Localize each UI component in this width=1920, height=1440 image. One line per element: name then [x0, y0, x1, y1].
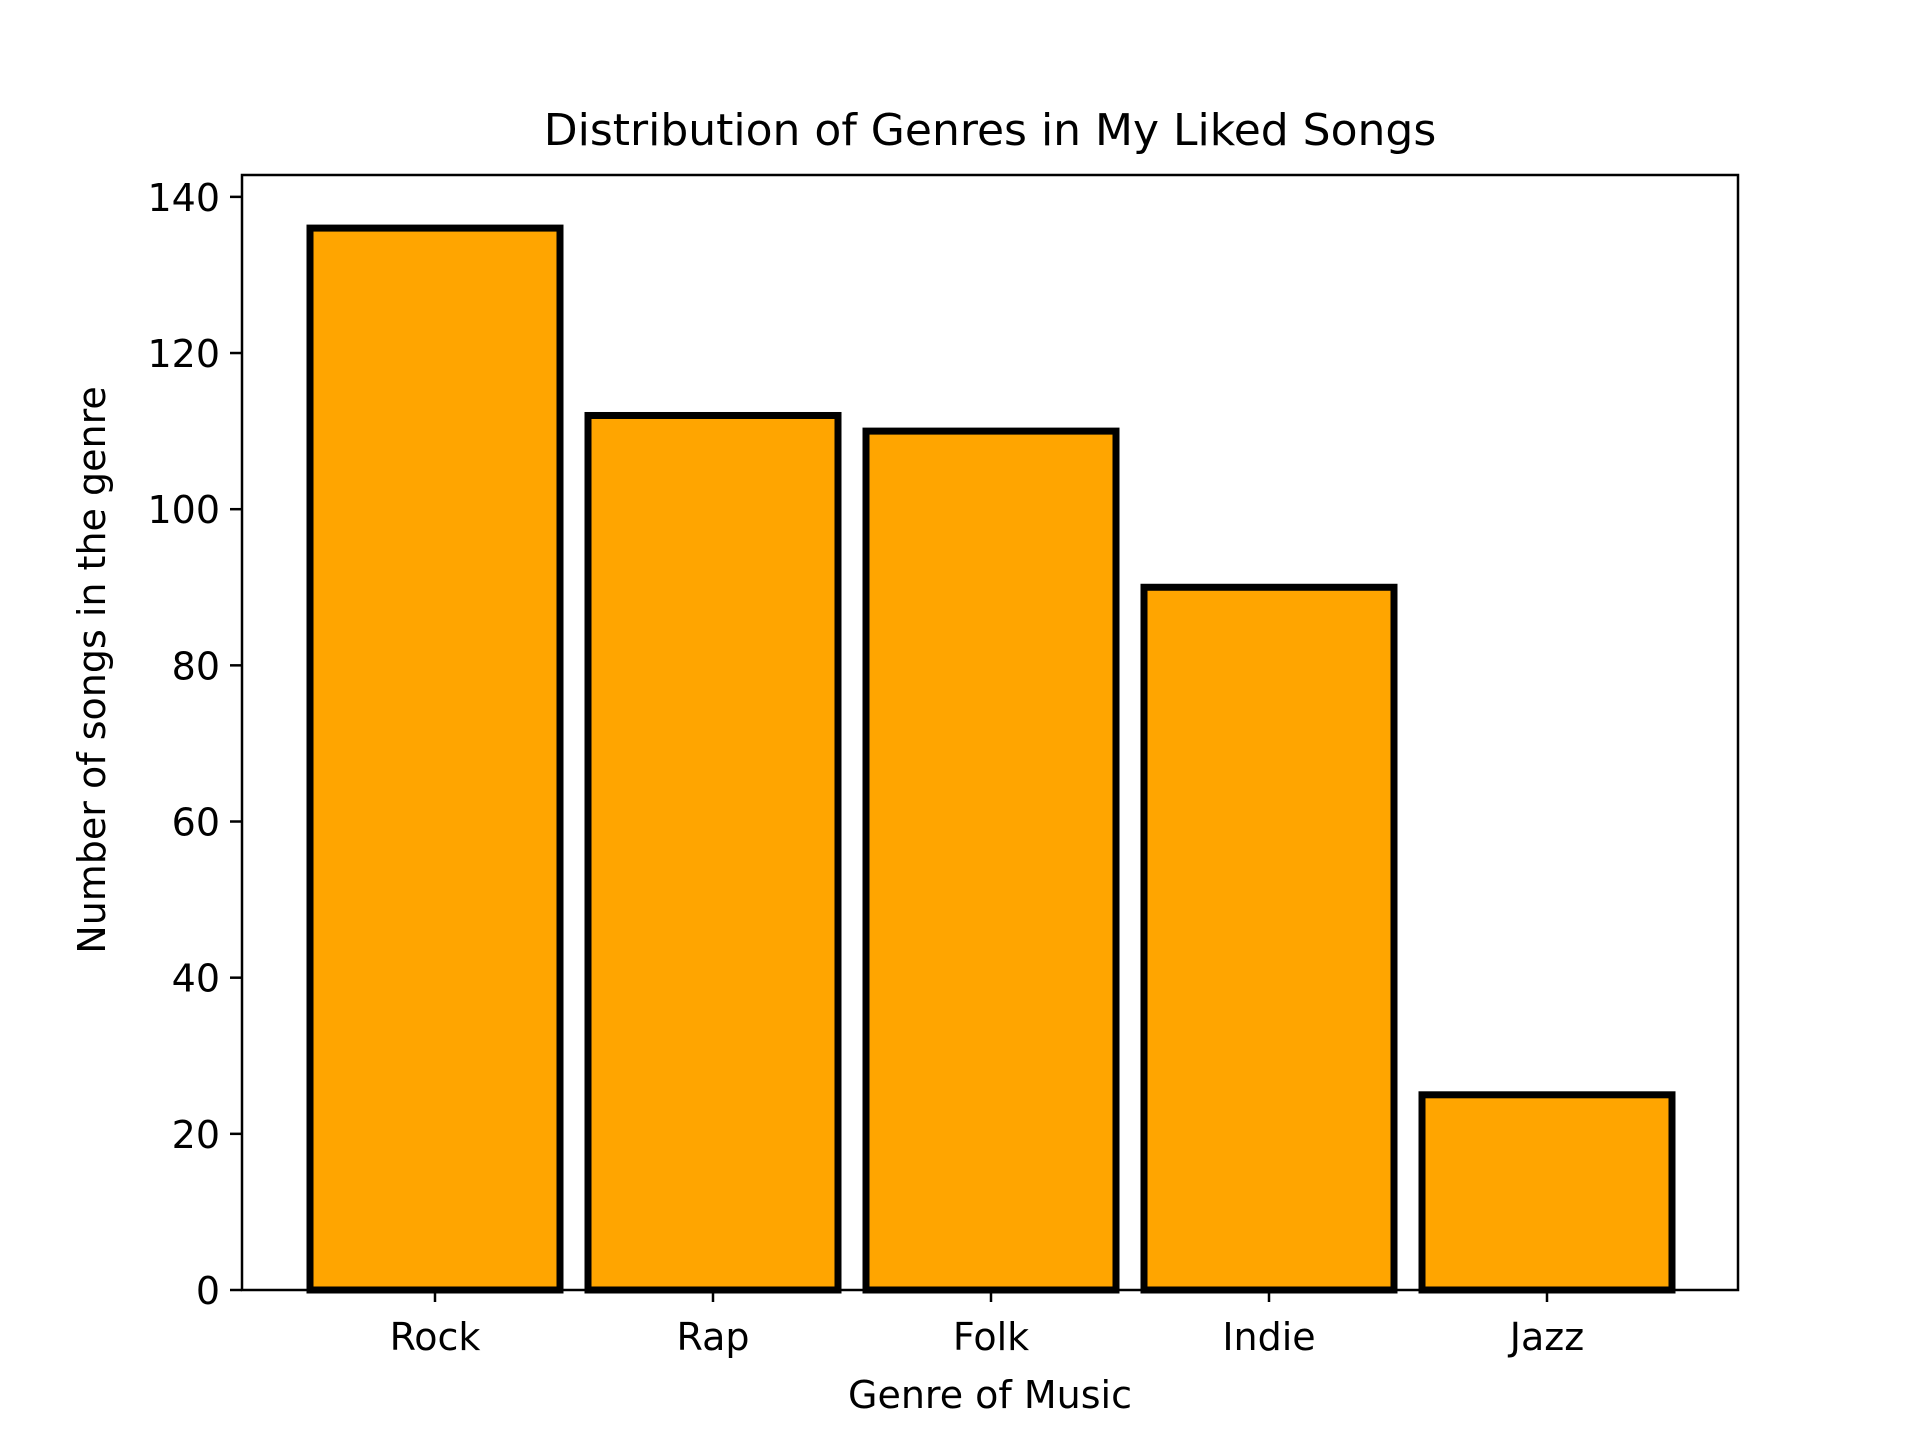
bars-group — [306, 224, 1676, 1294]
x-axis-label: Genre of Music — [848, 1373, 1132, 1417]
y-tick-label: 0 — [196, 1269, 220, 1313]
bar-rap — [584, 411, 842, 1294]
y-tick-label: 100 — [147, 488, 220, 532]
x-tick-label: Jazz — [1508, 1315, 1584, 1359]
y-axis-label: Number of songs in the genre — [70, 386, 114, 953]
bar-indie — [1140, 583, 1398, 1294]
y-axis-ticks: 0 20 40 60 80 100 120 140 — [147, 176, 242, 1313]
chart-title: Distribution of Genres in My Liked Songs — [544, 105, 1437, 156]
x-tick-label: Folk — [953, 1315, 1029, 1359]
y-tick-label: 20 — [172, 1113, 220, 1157]
x-tick-label: Rock — [390, 1315, 481, 1359]
bar-rock — [306, 224, 564, 1294]
y-tick-label: 140 — [147, 176, 220, 220]
y-tick-label: 80 — [172, 644, 220, 688]
y-tick-label: 40 — [172, 957, 220, 1001]
x-axis-ticks: Rock Rap Folk Indie Jazz — [390, 1290, 1584, 1359]
bar-jazz — [1418, 1091, 1676, 1294]
x-tick-label: Rap — [677, 1315, 750, 1359]
x-tick-label: Indie — [1222, 1315, 1315, 1359]
y-tick-label: 60 — [172, 801, 220, 845]
y-tick-label: 120 — [147, 332, 220, 376]
bar-folk — [862, 427, 1120, 1294]
